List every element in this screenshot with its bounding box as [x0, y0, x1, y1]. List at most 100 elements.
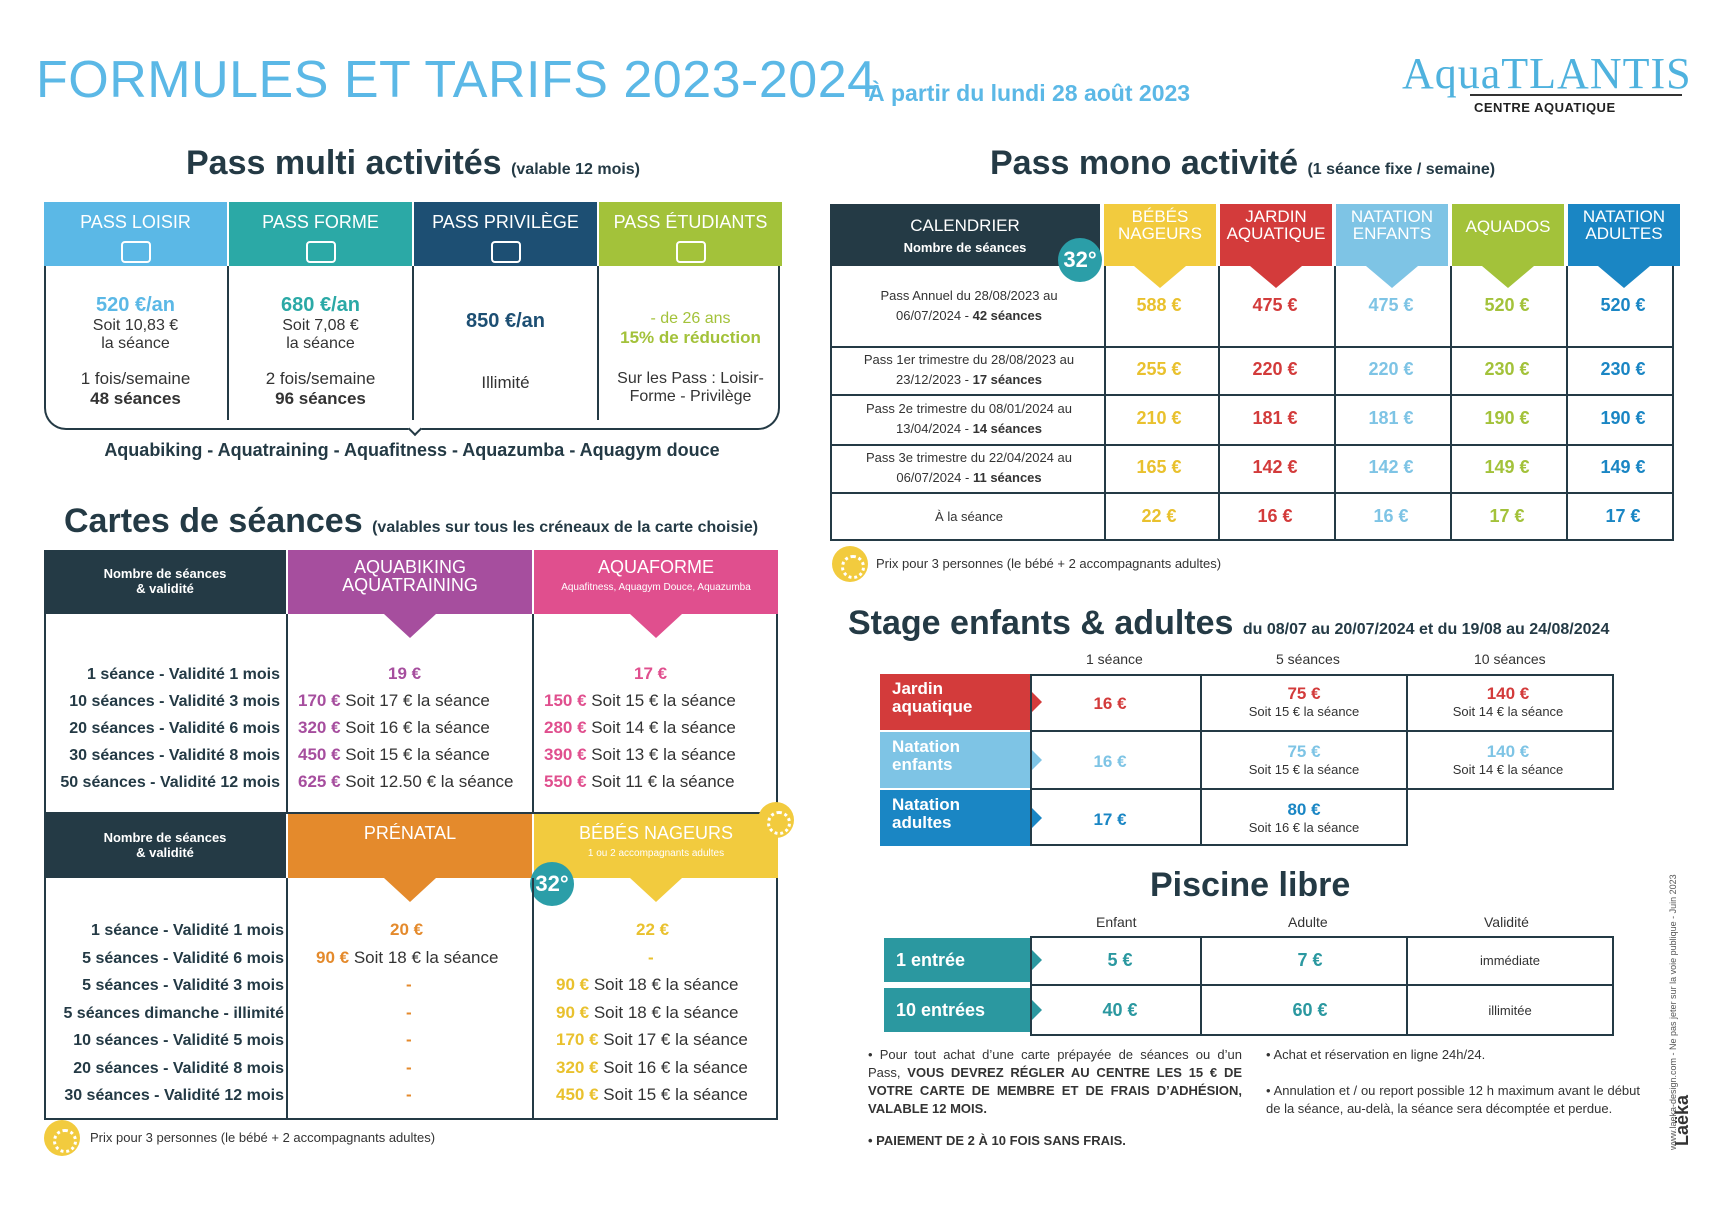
- activity-icon: [1250, 266, 1302, 288]
- mono-price: 190 €: [1484, 408, 1530, 428]
- mono-price: 475 €: [1368, 295, 1414, 315]
- mono-price: 520 €: [1600, 295, 1646, 315]
- stage-5-price: 75 €: [1287, 742, 1321, 761]
- piscine-arrow-icon: [1030, 948, 1042, 972]
- bebes-soit: Soit 18 € la séance: [593, 975, 739, 994]
- mono-head-l2: NAGEURS: [1117, 224, 1203, 243]
- pass-etudiants-note2: Forme - Privilège: [629, 388, 752, 405]
- mono-row-divider: [832, 492, 1672, 494]
- people-group-icon: [44, 1120, 80, 1156]
- mono-price: 149 €: [1600, 457, 1646, 477]
- activity-icon: [1134, 266, 1186, 288]
- pass-loisir-soit: Soit 10,83 €: [92, 317, 179, 334]
- piscine-col-enfant: Enfant: [1096, 914, 1137, 930]
- pass-etudiants-note1: Sur les Pass : Loisir-: [617, 370, 764, 387]
- prenatal-price: 90 €: [316, 947, 350, 967]
- cartes-title: Cartes de séances: [64, 502, 363, 540]
- pass-loisir-seance: la séance: [101, 335, 170, 352]
- mono-row-count: 17 séances: [972, 372, 1043, 387]
- aquabiking-price-cell: 170 € Soit 17 € la séance: [298, 691, 490, 711]
- mono-price: 520 €: [1484, 295, 1530, 315]
- pass-etudiants-age: - de 26 ans: [650, 310, 731, 327]
- stage-5-price: 75 €: [1287, 684, 1321, 703]
- piscine-adulte: 7 €: [1297, 950, 1323, 970]
- stage-row-label: Natation adultes: [880, 790, 1030, 846]
- piscine-row-divider: [1030, 984, 1614, 986]
- pass-loisir-price: 520 €/an: [96, 294, 175, 316]
- mono-row-label: Pass 3e trimestre du 22/04/2024 au 06/07/…: [832, 448, 1106, 488]
- stage-5-soit: Soit 16 € la séance: [1248, 820, 1360, 835]
- mono-row-label: Pass 1er trimestre du 28/08/2023 au 23/12…: [832, 350, 1106, 390]
- stage-section-title: Stage enfants & adultes du 08/07 au 20/0…: [848, 604, 1609, 643]
- prenatal-price: -: [406, 975, 412, 994]
- cartes-divider: [286, 878, 288, 1120]
- stage-divider: [1200, 674, 1202, 846]
- aquaforme-swimmer-icon: [630, 614, 682, 638]
- bebes-soit: Soit 17 € la séance: [603, 1030, 748, 1049]
- aquabiking-price: 170 €: [298, 691, 341, 710]
- laeka-brand: Laëka: [1672, 1094, 1692, 1146]
- temperature-32-badge: 32°: [530, 862, 574, 906]
- piscine-col-adulte: Adulte: [1288, 914, 1328, 930]
- pass-forme-header: PASS FORME: [229, 202, 412, 266]
- stage-1-seance: 17 €: [1093, 810, 1127, 829]
- page-subtitle: À partir du lundi 28 août 2023: [868, 80, 1191, 106]
- multi-title: Pass multi activités: [186, 144, 502, 182]
- pass-card-icon: [120, 241, 151, 263]
- mono-price: 142 €: [1368, 457, 1414, 477]
- bebes-l2: 1 ou 2 accompagnants adultes: [587, 848, 725, 859]
- cartes-header-line2: & validité: [136, 845, 194, 860]
- pass-card-icon: [305, 241, 336, 263]
- aquaforme-soit: Soit 15 € la séance: [591, 691, 736, 710]
- mono-head-l2: ENFANTS: [1352, 224, 1432, 243]
- bebes-price-cell: 90 € Soit 18 € la séance: [556, 1003, 738, 1023]
- aquabiking-price-cell: 320 € Soit 16 € la séance: [298, 718, 490, 738]
- aquabiking-l1: AQUABIKING: [353, 557, 467, 577]
- stage-label-l1: Natation: [892, 737, 960, 756]
- aquabiking-price: 320 €: [298, 718, 341, 737]
- mono-activity-header: NATATION ADULTES: [1568, 204, 1680, 266]
- pass-etudiants-reduction: 15% de réduction: [620, 328, 761, 347]
- mono-price: 181 €: [1368, 408, 1414, 428]
- cartes-divider: [286, 614, 288, 814]
- stage-10-price: 140 €: [1486, 742, 1530, 761]
- aquabiking-l2: AQUATRAINING: [342, 575, 478, 595]
- people-group-icon: [758, 802, 794, 838]
- aquaforme-price-cell: 550 € Soit 11 € la séance: [544, 772, 735, 792]
- piscine-arrow-icon: [1030, 998, 1042, 1022]
- stage-1-seance: 16 €: [1093, 694, 1127, 713]
- mono-row-date: 13/04/2024 -: [895, 421, 973, 436]
- aquaforme-price-cell: 150 € Soit 15 € la séance: [544, 691, 736, 711]
- row-label: 5 séances dimanche - illimité: [63, 1004, 284, 1022]
- mono-head-l1: JARDIN: [1245, 207, 1307, 226]
- piscine-divider: [1200, 936, 1202, 1036]
- mono-price: 165 €: [1136, 457, 1182, 477]
- mono-col-divider: [1450, 266, 1452, 541]
- aquabiking-price: 625 €: [298, 772, 341, 791]
- mono-row-label-l2: 06/07/2024 - 42 séances: [832, 306, 1106, 326]
- bullet-paiement: • PAIEMENT DE 2 À 10 FOIS SANS FRAIS.: [868, 1133, 1126, 1148]
- aquaforme-l2: Aquafitness, Aquagym Douce, Aquazumba: [561, 582, 751, 593]
- prenatal-price-cell: -: [406, 1003, 412, 1023]
- prenatal-l1: PRÉNATAL: [363, 823, 457, 843]
- mono-head-l1: NATATION: [1582, 207, 1666, 226]
- row-label: 1 séance - Validité 1 mois: [87, 666, 280, 683]
- aquabiking-price-cell: 450 € Soit 15 € la séance: [298, 745, 490, 765]
- cartes-header-dark-2: Nombre de séances & validité: [44, 814, 286, 878]
- cartes-divider: [532, 878, 534, 1120]
- row-label: 50 séances - Validité 12 mois: [60, 774, 280, 791]
- mono-price: 16 €: [1257, 505, 1293, 526]
- piscine-col-validite: Validité: [1484, 914, 1529, 930]
- bebes-price: 170 €: [556, 1030, 599, 1049]
- mono-row-divider: [832, 394, 1672, 396]
- cartes-header-line2: & validité: [136, 581, 194, 596]
- mono-activity-header: BÉBÉS NAGEURS: [1104, 204, 1216, 266]
- mono-price: 149 €: [1484, 457, 1530, 477]
- logo-word: AquaTLANTIS: [1402, 49, 1692, 98]
- stage-5-seances: 80 € Soit 16 € la séance: [1206, 800, 1402, 835]
- mono-title: Pass mono activité: [990, 144, 1299, 182]
- mono-row-count: 11 séances: [972, 470, 1042, 485]
- prenatal-price: -: [406, 1002, 412, 1022]
- bebes-header: BÉBÉS NAGEURS 1 ou 2 accompagnants adult…: [534, 814, 778, 878]
- piscine-row-label: 10 entrées: [884, 988, 1030, 1032]
